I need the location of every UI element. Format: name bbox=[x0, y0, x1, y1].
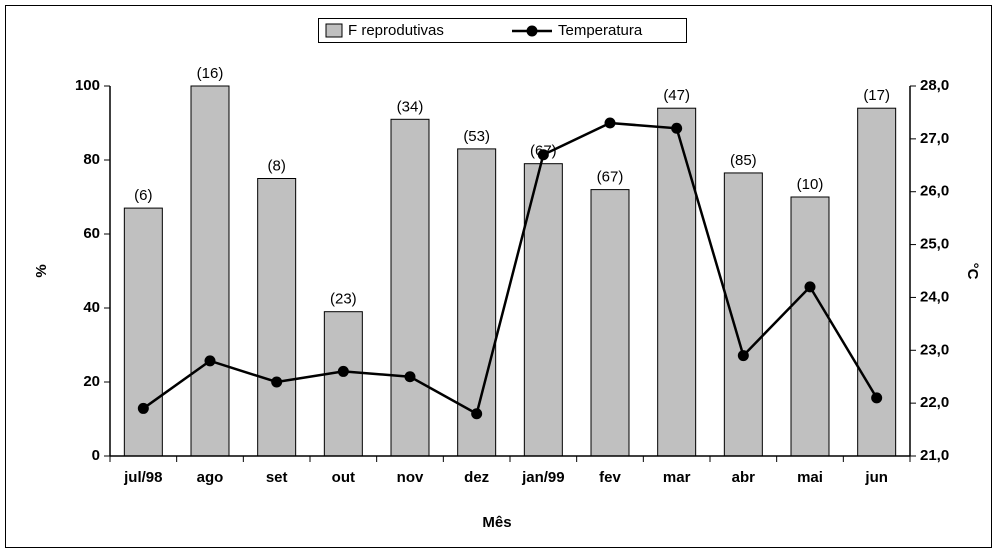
bar bbox=[257, 178, 297, 457]
x-tick-label: fev bbox=[599, 469, 621, 486]
bar-label: (23) bbox=[330, 291, 357, 308]
x-tick-label: jul/98 bbox=[123, 469, 162, 486]
x-tick-label: mar bbox=[663, 469, 691, 486]
temperature-point bbox=[671, 122, 683, 134]
legend-marker bbox=[526, 25, 538, 37]
y2-tick-label: 24,0 bbox=[920, 288, 949, 305]
temperature-point bbox=[337, 365, 349, 377]
y-tick-label: 60 bbox=[83, 225, 100, 242]
temperature-point bbox=[404, 371, 416, 383]
bar-label: (6) bbox=[134, 187, 152, 204]
bar-label: (67) bbox=[597, 169, 624, 186]
legend-box bbox=[318, 18, 687, 43]
y2-axis-title: °C bbox=[964, 263, 981, 280]
y-tick-label: 80 bbox=[83, 151, 100, 168]
x-tick-label: abr bbox=[732, 469, 756, 486]
bar bbox=[190, 85, 230, 457]
bar bbox=[390, 118, 430, 457]
x-tick-label: out bbox=[332, 469, 355, 486]
temperature-point bbox=[137, 402, 149, 414]
bar-label: (17) bbox=[863, 87, 890, 104]
bar bbox=[657, 107, 697, 457]
legend-label: F reprodutivas bbox=[348, 22, 444, 39]
temperature-line bbox=[142, 121, 878, 416]
x-tick-label: set bbox=[266, 469, 288, 486]
y2-tick-label: 28,0 bbox=[920, 77, 949, 94]
bar bbox=[857, 107, 897, 457]
bar bbox=[123, 207, 163, 457]
bar-label: (85) bbox=[730, 152, 757, 169]
y2-tick-label: 22,0 bbox=[920, 394, 949, 411]
x-tick-label: jan/99 bbox=[521, 469, 565, 486]
bar-label: (10) bbox=[797, 176, 824, 193]
temperature-point bbox=[804, 281, 816, 293]
bar bbox=[323, 311, 363, 457]
y-tick-label: 20 bbox=[83, 373, 100, 390]
temperature-point bbox=[871, 392, 883, 404]
temperature-point bbox=[537, 149, 549, 161]
y-tick-label: 100 bbox=[75, 77, 100, 94]
bar-label: (47) bbox=[663, 87, 690, 104]
y-tick-label: 0 bbox=[92, 447, 100, 464]
legend-swatch bbox=[325, 23, 343, 38]
x-tick-label: dez bbox=[464, 469, 489, 486]
y-axis-title: % bbox=[33, 264, 50, 277]
bar bbox=[590, 189, 630, 457]
x-tick-label: mai bbox=[797, 469, 823, 486]
y2-tick-label: 27,0 bbox=[920, 130, 949, 147]
x-tick-label: jun bbox=[864, 469, 888, 486]
bar-label: (16) bbox=[197, 65, 224, 82]
y2-tick-label: 23,0 bbox=[920, 341, 949, 358]
bar-label: (53) bbox=[463, 128, 490, 145]
y2-tick-label: 21,0 bbox=[920, 447, 949, 464]
temperature-point bbox=[204, 355, 216, 367]
x-tick-label: ago bbox=[197, 469, 224, 486]
x-tick-label: nov bbox=[397, 469, 424, 486]
bar-label: (34) bbox=[397, 98, 424, 115]
x-axis-title: Mês bbox=[482, 514, 511, 531]
temperature-point bbox=[604, 117, 616, 129]
legend-label: Temperatura bbox=[558, 22, 643, 39]
y2-tick-label: 26,0 bbox=[920, 183, 949, 200]
temperature-point bbox=[471, 408, 483, 420]
y2-tick-label: 25,0 bbox=[920, 236, 949, 253]
bar-label: (8) bbox=[267, 157, 285, 174]
y-tick-label: 40 bbox=[83, 299, 100, 316]
bar bbox=[523, 163, 563, 457]
bar bbox=[457, 148, 497, 457]
temperature-point bbox=[737, 350, 749, 362]
bar bbox=[790, 196, 830, 457]
temperature-point bbox=[271, 376, 283, 388]
